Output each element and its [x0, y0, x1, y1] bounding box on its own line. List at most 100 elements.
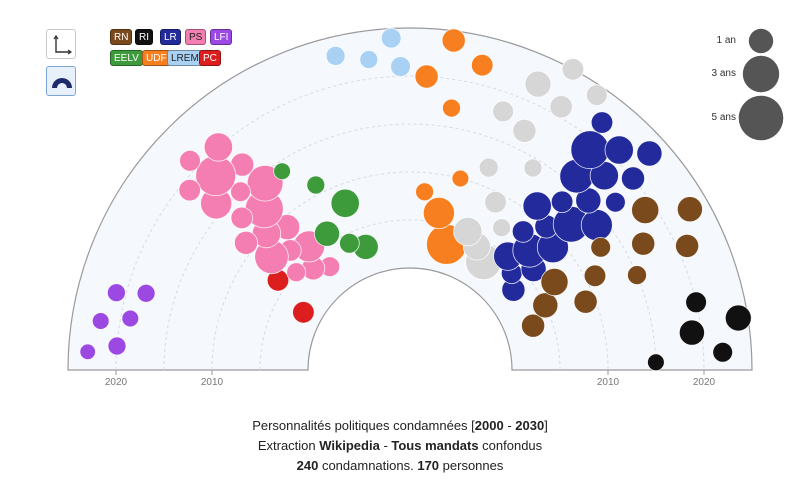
point-ri [685, 291, 707, 314]
point-ps [178, 178, 201, 202]
size-legend-circle [748, 28, 774, 54]
point-rn [521, 313, 546, 338]
point-lr [570, 130, 610, 170]
legend-chip-udf[interactable]: UDF [142, 50, 171, 66]
point-lr [621, 166, 646, 191]
point-lr [522, 191, 552, 221]
legend-chip-eelv[interactable]: EELV [110, 50, 143, 66]
point-rn [540, 267, 569, 296]
point-udf [415, 182, 435, 202]
point-autre [492, 100, 514, 123]
point-eelv [306, 175, 326, 195]
caption-title: Personnalités politiques condamnées [ [252, 418, 475, 433]
point-lfi [107, 336, 127, 356]
tick-label: 2010 [597, 377, 620, 388]
caption-start-year: 2000 [474, 418, 504, 433]
point-udf [442, 98, 461, 118]
caption-line-2: Extraction Wikipedia - Tous mandats conf… [0, 438, 800, 453]
caption-extraction: Extraction [257, 438, 320, 453]
cartesian-view-button[interactable] [46, 29, 76, 59]
point-eelv [313, 220, 340, 247]
point-ps [179, 150, 201, 172]
point-eelv [339, 233, 360, 254]
size-legend-circle [742, 55, 780, 93]
point-ps [286, 262, 307, 283]
point-lr [580, 209, 613, 242]
grid-arc [115, 75, 705, 371]
point-udf [471, 53, 494, 77]
point-autre [524, 70, 552, 98]
point-ps [230, 206, 254, 230]
legend-chip-pc[interactable]: PC [199, 50, 221, 66]
point-udf [414, 64, 439, 89]
point-lfi [121, 309, 140, 328]
point-eelv [330, 188, 360, 218]
legend-chip-lrem[interactable]: LREM [167, 50, 203, 66]
point-autre [549, 95, 573, 119]
caption-line-3: 240 condamnations. 170 personnes [0, 458, 800, 473]
point-lfi [79, 343, 96, 361]
hemicycle-view-button[interactable] [46, 66, 76, 96]
point-lr [590, 111, 614, 134]
condemnation-count: 240 [296, 458, 319, 473]
point-lrem [359, 50, 379, 69]
point-ps [233, 230, 258, 255]
point-ps [230, 181, 251, 203]
legend-chip-ri[interactable]: RI [135, 29, 153, 45]
point-rn [631, 231, 656, 256]
point-autre [585, 84, 608, 106]
point-eelv [273, 162, 291, 181]
point-lr [605, 191, 626, 213]
legend-chip-lr[interactable]: LR [160, 29, 181, 45]
point-rn [676, 196, 703, 223]
size-legend-circle [738, 95, 784, 141]
point-autre [478, 157, 499, 178]
point-ps [195, 155, 237, 197]
point-lrem [380, 27, 402, 49]
caption-separator: - [503, 418, 516, 433]
point-lfi [91, 312, 110, 330]
caption-end-year: 2030 [515, 418, 545, 433]
grid-arc [259, 219, 561, 371]
point-autre [484, 190, 507, 214]
point-lr [604, 135, 634, 165]
grid-arc [163, 123, 657, 371]
person-label: personnes [439, 458, 504, 473]
point-ps [203, 132, 233, 162]
hemicycle-area [67, 27, 753, 371]
point-lrem [325, 46, 346, 66]
data-points [79, 27, 752, 372]
point-rn [573, 289, 598, 314]
point-udf [441, 28, 466, 53]
point-pc [292, 301, 315, 324]
size-legend-label: 1 an [716, 35, 736, 46]
point-autre [561, 58, 585, 81]
point-autre [523, 158, 543, 178]
point-ri [724, 304, 752, 332]
caption-suffix: confondus [478, 438, 543, 453]
axes-icon [53, 34, 73, 55]
point-lr [550, 190, 574, 214]
point-lrem [390, 56, 411, 77]
point-udf [451, 169, 470, 188]
point-rn [583, 264, 607, 288]
size-legend-label: 5 ans [711, 112, 736, 123]
legend-chip-rn[interactable]: RN [110, 29, 133, 45]
caption-separator: - [379, 438, 392, 453]
hemicycle-frame [67, 27, 753, 371]
legend-chip-ps[interactable]: PS [185, 29, 207, 45]
point-lr [636, 140, 663, 167]
caption-line-1: Personnalités politiques condamnées [200… [0, 418, 800, 433]
legend-chip-lfi[interactable]: LFI [210, 29, 233, 45]
caption-source: Wikipedia [319, 438, 380, 453]
point-rn [532, 292, 559, 319]
caption-mandates: Tous mandats [391, 438, 479, 453]
point-lfi [136, 283, 156, 303]
point-ri [678, 319, 705, 346]
point-lr [511, 220, 535, 243]
point-rn [631, 196, 660, 225]
size-legend-label: 3 ans [711, 68, 736, 79]
point-autre [492, 218, 512, 238]
point-ri [712, 341, 733, 363]
